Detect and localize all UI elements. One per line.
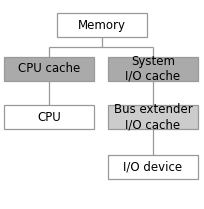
FancyBboxPatch shape [4,105,94,129]
FancyBboxPatch shape [108,57,198,81]
FancyBboxPatch shape [108,105,198,129]
FancyBboxPatch shape [108,155,198,179]
Text: System
I/O cache: System I/O cache [125,55,181,83]
FancyBboxPatch shape [4,57,94,81]
Text: CPU: CPU [37,111,61,124]
Text: CPU cache: CPU cache [18,62,80,75]
Text: Bus extender
I/O cache: Bus extender I/O cache [114,103,192,131]
Text: I/O device: I/O device [123,161,183,174]
FancyBboxPatch shape [57,13,147,37]
Text: Memory: Memory [78,19,126,32]
